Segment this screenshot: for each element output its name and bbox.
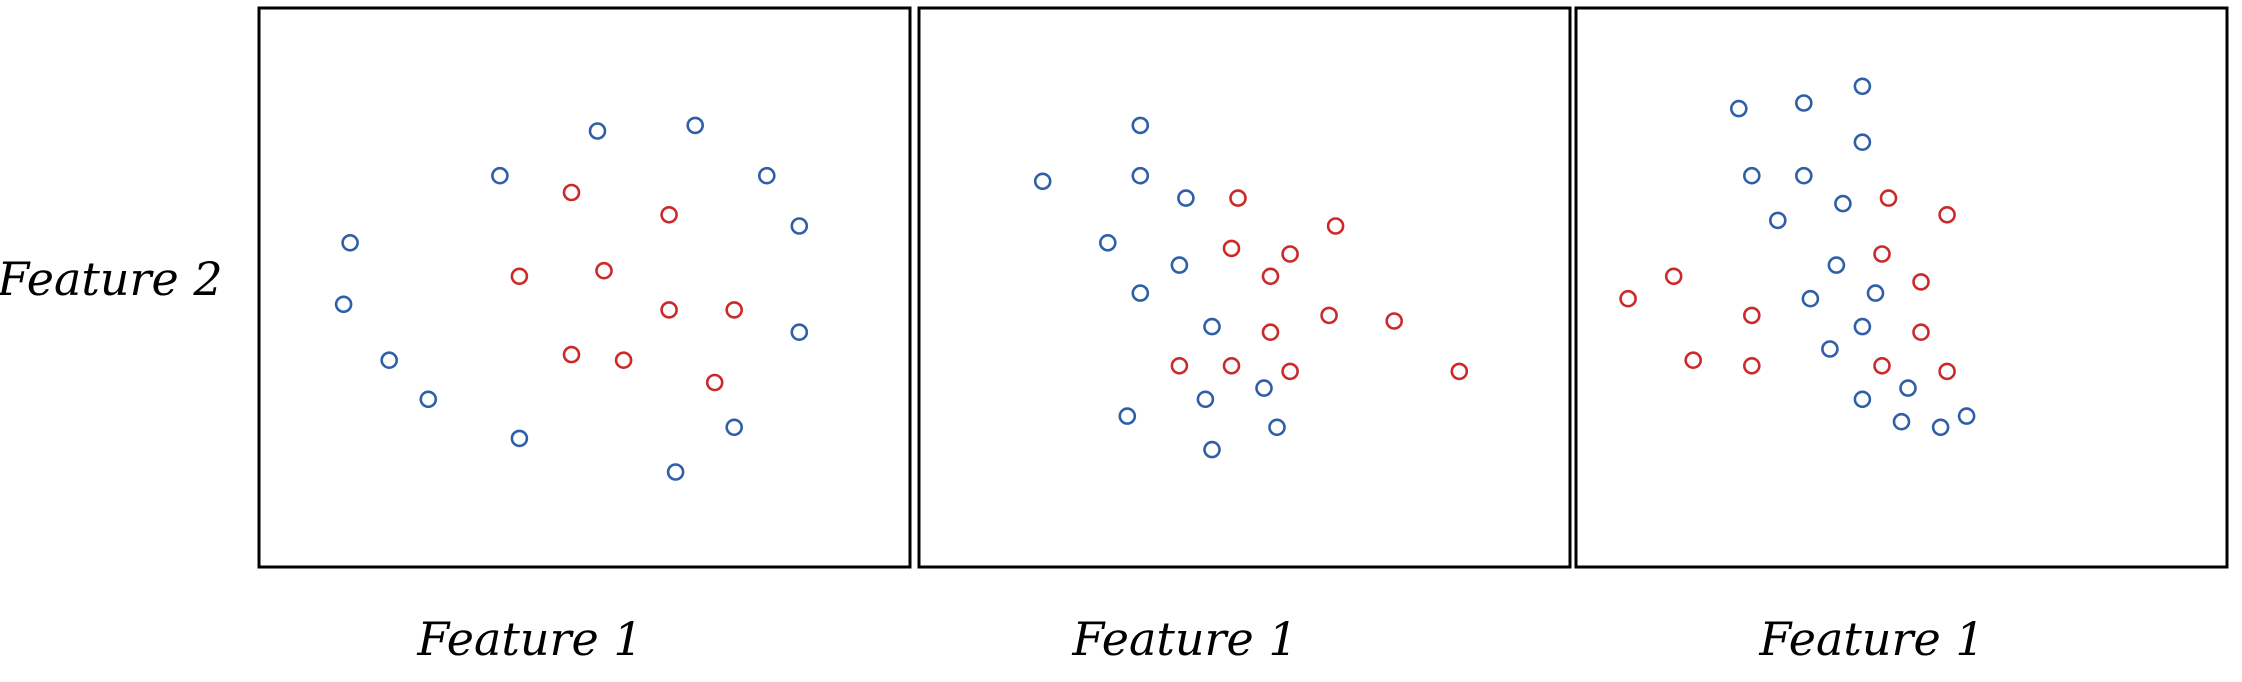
scatter-point-p2-s2-1	[1229, 189, 1247, 207]
scatter-point-p1-s2-7	[562, 345, 581, 364]
scatter-point-p1-s1-3	[491, 166, 509, 185]
x-axis-label-1: Feature 1	[416, 612, 642, 666]
scatter-point-p2-s2-10	[1222, 356, 1241, 375]
scatter-point-p3-s1-11	[1866, 284, 1885, 302]
scatter-point-p3-s1-9	[1827, 256, 1846, 274]
scatter-point-p3-s2-5	[1619, 289, 1637, 308]
scatter-point-p2-s2-4	[1281, 245, 1299, 263]
scatter-point-p1-s1-10	[419, 390, 438, 409]
scatter-point-p1-s1-1	[588, 122, 607, 140]
scatter-point-p1-s1-8	[790, 323, 809, 342]
scatter-point-p2-s2-12	[1450, 362, 1469, 381]
scatter-point-p1-s2-2	[660, 206, 678, 224]
scatter-point-p1-s2-3	[510, 267, 529, 286]
scatter-panel-2: Feature 1	[917, 6, 1572, 666]
scatter-point-p3-s2-2	[1938, 206, 1956, 224]
scatter-point-p1-s1-7	[334, 295, 353, 314]
scatter-point-p1-s1-5	[341, 234, 359, 252]
scatter-point-p3-s2-10	[1743, 356, 1761, 375]
scatter-point-p2-s1-7	[1131, 284, 1150, 302]
scatter-point-p3-s1-2	[1795, 94, 1813, 112]
scatter-panel-3: Feature 1	[1574, 6, 2229, 666]
scatter-point-p1-s2-5	[660, 301, 678, 319]
scatter-point-p2-s1-4	[1177, 189, 1195, 207]
scatter-point-p1-s1-12	[510, 429, 529, 448]
scatter-point-p3-s1-14	[1853, 390, 1872, 409]
scatter-point-p1-s2-4	[595, 261, 613, 280]
scatter-point-p2-s2-3	[1222, 239, 1241, 258]
scatter-point-p3-s1-8	[1834, 194, 1852, 213]
scatter-point-p3-s2-1	[1879, 189, 1898, 207]
scatter-point-p3-s1-4	[1853, 133, 1872, 151]
scatter-point-p3-s1-15	[1899, 379, 1917, 397]
scatter-point-p1-s1-9	[380, 351, 399, 370]
scatter-point-p3-s2-11	[1873, 356, 1891, 375]
scatter-point-p1-s2-6	[725, 301, 744, 319]
scatter-point-p3-s1-10	[1801, 289, 1820, 308]
scatter-point-p3-s2-4	[1912, 273, 1930, 291]
scatter-point-p3-s1-16	[1892, 412, 1911, 431]
scatter-point-p2-s1-10	[1196, 390, 1215, 409]
scatter-point-p3-s2-7	[1743, 306, 1761, 325]
scatter-point-p3-s1-17	[1931, 418, 1950, 437]
plot-frame-3	[1574, 6, 2229, 569]
scatter-point-p2-s2-9	[1170, 356, 1189, 375]
scatter-point-p2-s2-6	[1320, 306, 1338, 325]
scatter-point-p3-s1-7	[1769, 211, 1787, 230]
scatter-point-p2-s1-3	[1131, 116, 1150, 135]
scatter-point-p3-s2-3	[1873, 245, 1891, 263]
plot-frame-2	[917, 6, 1572, 569]
scatter-point-p2-s2-5	[1261, 267, 1280, 286]
scatter-point-p2-s1-5	[1099, 234, 1117, 252]
scatter-point-p2-s1-11	[1118, 407, 1137, 425]
scatter-point-p2-s2-8	[1261, 323, 1280, 342]
scatter-point-p1-s1-11	[725, 418, 744, 437]
scatter-point-p2-s1-6	[1170, 256, 1189, 274]
marks-3	[1619, 77, 1976, 437]
scatter-point-p3-s2-6	[1664, 267, 1683, 286]
scatter-point-p2-s2-7	[1385, 312, 1403, 330]
scatter-panel-1: Feature 1 Feature 2	[0, 6, 912, 666]
scatter-point-p3-s2-12	[1938, 362, 1956, 381]
scatter-point-p3-s1-5	[1743, 166, 1761, 185]
scatter-point-p2-s1-12	[1268, 418, 1286, 437]
scatter-point-p1-s2-9	[705, 373, 724, 392]
scatter-point-p3-s1-1	[1730, 99, 1748, 118]
scatter-point-p1-s1-2	[686, 116, 705, 135]
scatter-point-p1-s1-13	[666, 463, 685, 481]
scatter-point-p3-s1-18	[1957, 407, 1976, 425]
marks-1	[334, 116, 809, 481]
x-axis-label-3: Feature 1	[1758, 612, 1984, 666]
scatter-point-p2-s1-8	[1203, 317, 1221, 336]
scatter-point-p3-s2-8	[1912, 323, 1930, 342]
y-axis-label-1: Feature 2	[0, 252, 223, 306]
plot-frame-1	[257, 6, 912, 569]
scatter-point-p1-s1-6	[790, 217, 809, 235]
marks-2	[1033, 116, 1469, 459]
scatter-point-p1-s2-1	[562, 183, 581, 202]
scatter-point-p2-s1-9	[1255, 379, 1273, 397]
scatter-point-p2-s2-2	[1326, 217, 1345, 235]
scatter-point-p3-s1-13	[1821, 340, 1839, 358]
scatter-point-p1-s1-4	[757, 166, 776, 185]
x-axis-label-2: Feature 1	[1071, 612, 1297, 666]
scatter-point-p3-s1-6	[1795, 166, 1813, 185]
scatter-point-p1-s2-8	[614, 351, 633, 370]
scatter-point-p3-s2-9	[1684, 351, 1702, 370]
scatter-point-p3-s1-12	[1853, 317, 1872, 336]
scatter-point-p3-s1-3	[1853, 77, 1872, 96]
scatter-point-p2-s1-1	[1033, 172, 1052, 191]
scatter-point-p2-s1-2	[1131, 166, 1150, 185]
scatter-point-p2-s2-11	[1281, 362, 1299, 381]
scatter-point-p2-s1-13	[1203, 440, 1221, 459]
